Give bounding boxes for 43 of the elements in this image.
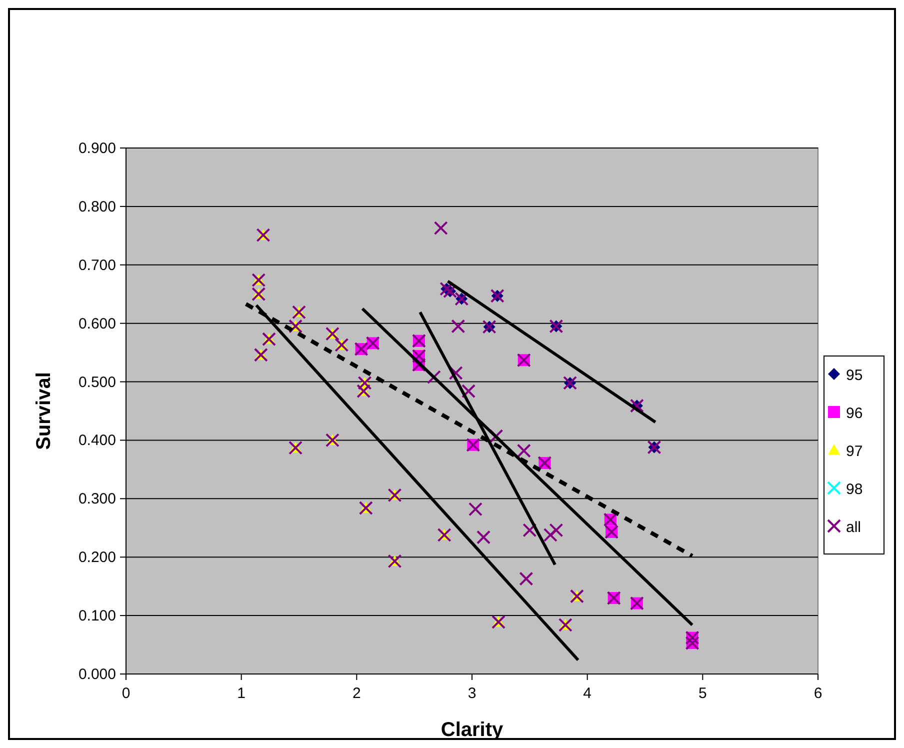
legend-label: 97	[846, 443, 863, 460]
x-tick-label: 6	[814, 685, 822, 702]
point	[434, 221, 448, 236]
legend-label: all	[846, 519, 862, 536]
point	[252, 287, 266, 302]
point	[519, 572, 534, 586]
point	[543, 528, 558, 542]
x-tick-label: 0	[122, 685, 130, 702]
y-tick-label: 0.700	[78, 256, 116, 274]
y-tick-label: 0.300	[78, 490, 116, 508]
point	[388, 488, 402, 502]
point	[358, 501, 373, 516]
x-tick-label: 2	[352, 685, 361, 702]
legend-label: 95	[846, 367, 863, 384]
x-axis-title: Clarity	[440, 719, 504, 741]
x-tick-label: 1	[237, 685, 246, 702]
y-tick-label: 0.200	[78, 549, 116, 566]
x-tick-label: 4	[583, 685, 592, 702]
point	[262, 332, 276, 346]
point	[256, 228, 270, 242]
legend-label: 98	[846, 481, 863, 498]
y-tick-label: 0.100	[78, 608, 116, 625]
point	[476, 530, 491, 544]
y-tick-label: 0.400	[78, 432, 116, 450]
point	[549, 523, 564, 538]
y-axis-title: Survival	[33, 372, 55, 450]
y-tick-label: 0.500	[78, 374, 116, 391]
y-tick-label: 0.000	[78, 666, 116, 683]
point	[388, 554, 402, 568]
y-tick-label: 0.800	[78, 198, 116, 216]
x-tick-label: 3	[468, 685, 476, 702]
point	[468, 502, 482, 516]
point	[356, 384, 371, 398]
point	[252, 273, 266, 288]
legend-label: 96	[846, 405, 863, 422]
point	[516, 444, 531, 458]
point	[462, 384, 476, 398]
point	[448, 366, 463, 380]
y-tick-label: 0.600	[78, 315, 116, 332]
point	[451, 319, 466, 334]
y-tick-label: 0.900	[78, 140, 116, 157]
x-tick-label: 5	[698, 685, 707, 702]
point	[522, 523, 537, 538]
